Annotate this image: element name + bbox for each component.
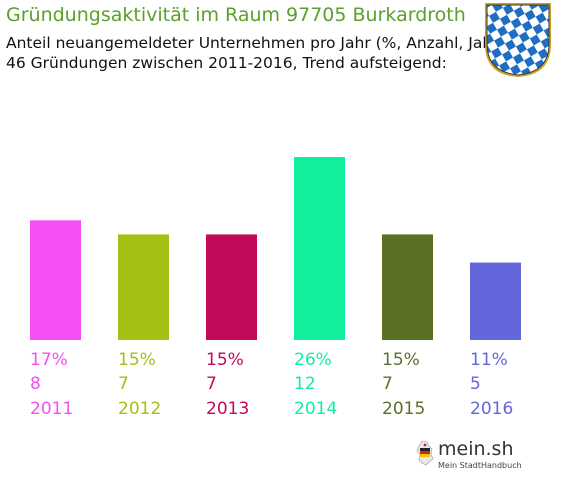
- germany-map-icon: [416, 440, 434, 466]
- count-label-2011: 8: [30, 374, 41, 394]
- bavaria-coat-of-arms-icon: [485, 3, 551, 77]
- year-label-2014: 2014: [294, 399, 337, 419]
- year-label-2015: 2015: [382, 399, 425, 419]
- percent-label-2012: 15%: [118, 350, 156, 370]
- brand-tagline: Mein StadtHandbuch: [438, 461, 522, 470]
- year-label-2011: 2011: [30, 399, 73, 419]
- year-label-2013: 2013: [206, 399, 249, 419]
- bar-2012: [118, 234, 169, 340]
- bar-2014: [294, 157, 345, 340]
- chart-summary: 46 Gründungen zwischen 2011-2016, Trend …: [6, 54, 447, 72]
- count-label-2013: 7: [206, 374, 217, 394]
- count-label-2016: 5: [470, 374, 481, 394]
- count-label-2015: 7: [382, 374, 393, 394]
- percent-label-2011: 17%: [30, 350, 68, 370]
- brand-logo[interactable]: mein.sh Mein StadtHandbuch: [416, 436, 534, 476]
- bar-2016: [470, 262, 521, 340]
- year-label-2012: 2012: [118, 399, 161, 419]
- count-label-2014: 12: [294, 374, 316, 394]
- bar-2013: [206, 234, 257, 340]
- bar-2011: [30, 220, 81, 340]
- count-label-2012: 7: [118, 374, 129, 394]
- bar-2015: [382, 234, 433, 340]
- brand-name: mein.sh: [438, 438, 514, 460]
- percent-label-2013: 15%: [206, 350, 244, 370]
- year-label-2016: 2016: [470, 399, 513, 419]
- page-title: Gründungsaktivität im Raum 97705 Burkard…: [6, 4, 466, 26]
- percent-label-2015: 15%: [382, 350, 420, 370]
- percent-label-2016: 11%: [470, 350, 508, 370]
- percent-label-2014: 26%: [294, 350, 332, 370]
- chart-subtitle: Anteil neuangemeldeter Unternehmen pro J…: [6, 34, 505, 52]
